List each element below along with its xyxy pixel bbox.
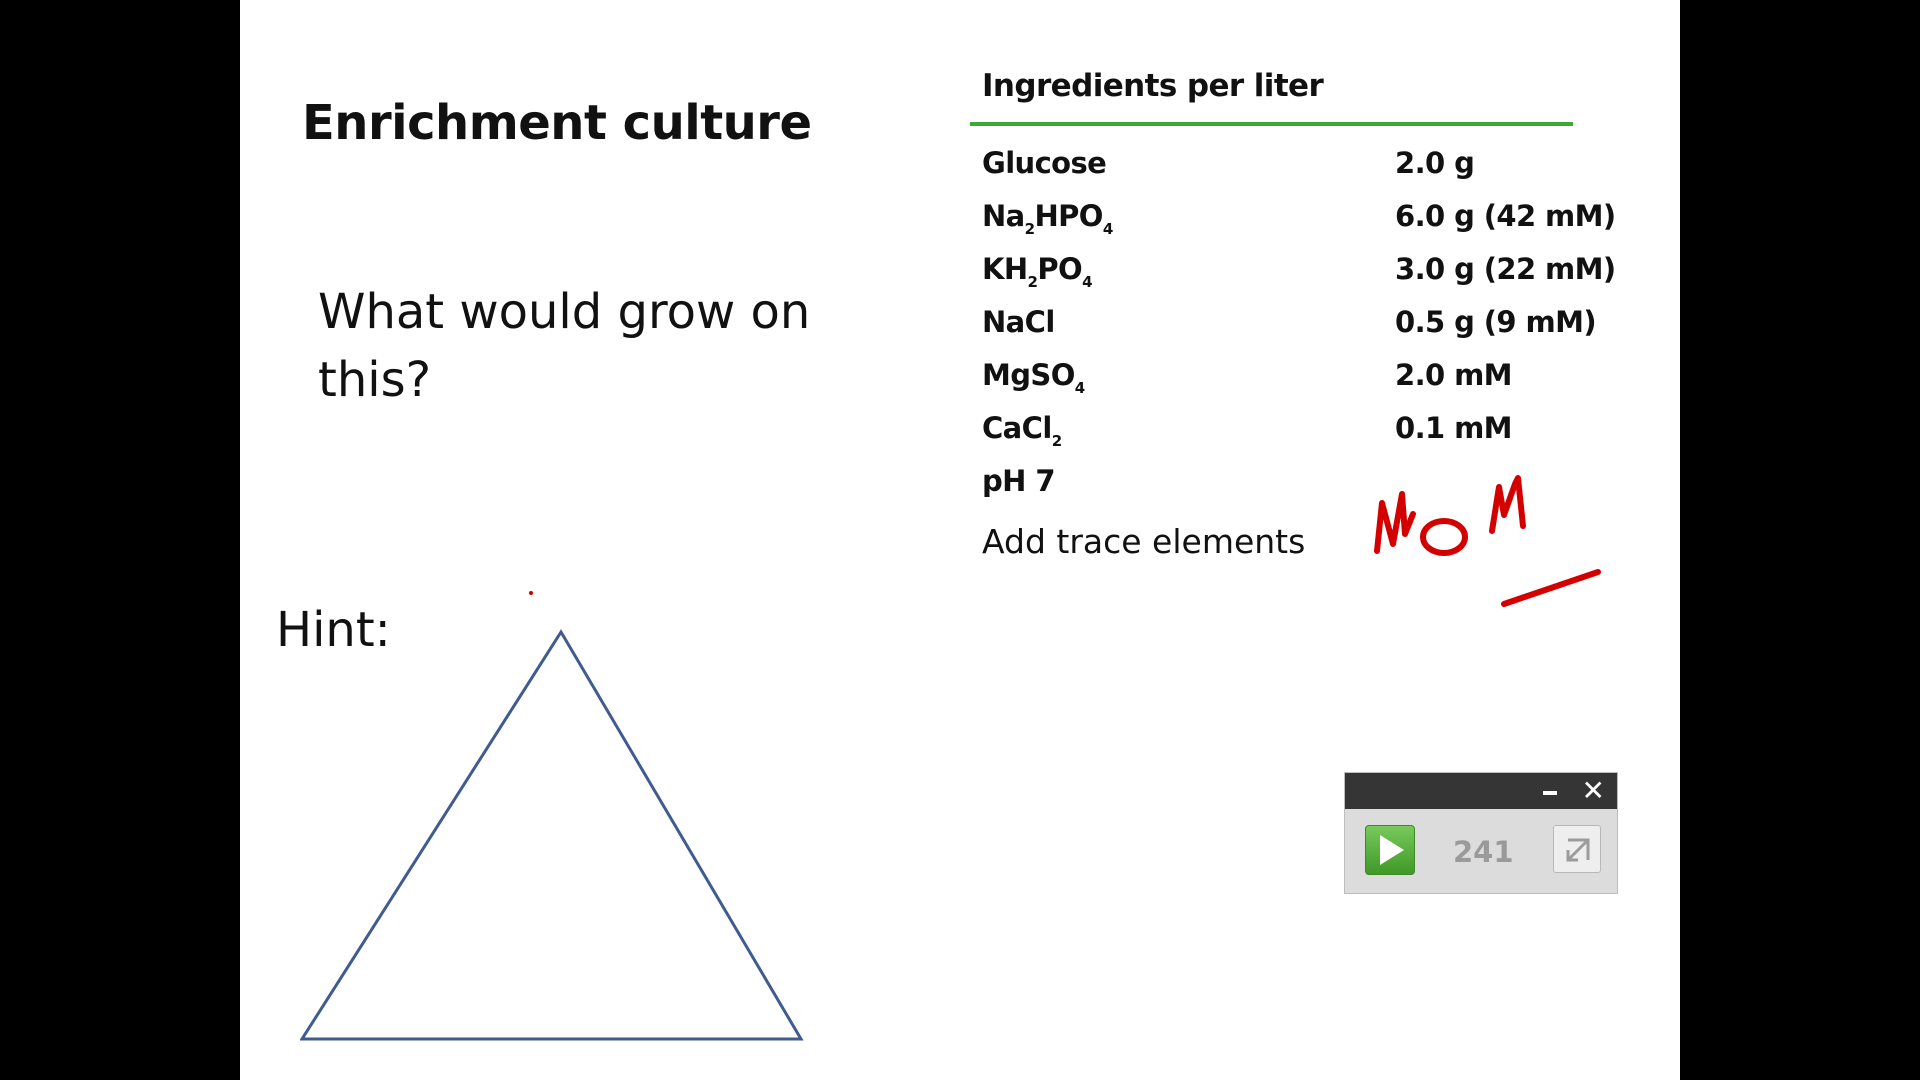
table-row: pH 7	[982, 464, 1622, 514]
slide-title: Enrichment culture	[302, 95, 812, 151]
ingredient-name: NaCl	[982, 305, 1055, 339]
ingredient-name: CaCl2	[982, 411, 1062, 450]
ingredient-name: Glucose	[982, 146, 1107, 180]
handwritten-annotation	[1374, 475, 1601, 607]
ingredient-name: KH2PO4	[982, 252, 1093, 291]
table-rule	[970, 122, 1573, 126]
ingredient-amount: 0.5 g (9 mM)	[1395, 305, 1597, 339]
hint-label: Hint:	[276, 602, 391, 658]
table-header: Ingredients per liter	[982, 68, 1324, 104]
play-icon	[1380, 835, 1404, 865]
play-button[interactable]	[1365, 825, 1415, 875]
ingredient-name: pH 7	[982, 464, 1056, 498]
table-row: MgSO4 2.0 mM	[982, 358, 1622, 408]
table-row: Na2HPO4 6.0 g (42 mM)	[982, 199, 1622, 249]
ingredient-amount: 2.0 g	[1395, 146, 1475, 180]
expand-icon	[1566, 838, 1590, 862]
ingredient-name: Na2HPO4	[982, 199, 1113, 238]
triangle-shape	[300, 629, 804, 1041]
widget-titlebar[interactable]: ✕	[1345, 773, 1617, 809]
ingredient-amount: 3.0 g (22 mM)	[1395, 252, 1616, 286]
table-row: KH2PO4 3.0 g (22 mM)	[982, 252, 1622, 302]
expand-button[interactable]	[1553, 825, 1601, 873]
ingredient-name: MgSO4	[982, 358, 1085, 397]
counter-display: 241	[1453, 835, 1514, 869]
ingredient-amount: 0.1 mM	[1395, 411, 1513, 445]
ink-dot	[529, 591, 533, 595]
ingredient-amount: 6.0 g (42 mM)	[1395, 199, 1616, 233]
close-icon[interactable]: ✕	[1581, 774, 1605, 807]
table-row: NaCl 0.5 g (9 mM)	[982, 305, 1622, 355]
table-row: CaCl2 0.1 mM	[982, 411, 1622, 461]
slide: Enrichment culture What would grow on th…	[240, 0, 1680, 1080]
ingredient-amount: 2.0 mM	[1395, 358, 1513, 392]
recording-widget: ✕ 241	[1344, 772, 1618, 894]
table-row: Glucose 2.0 g	[982, 146, 1622, 196]
slide-question: What would grow on this?	[318, 284, 811, 408]
trace-elements-note: Add trace elements	[982, 522, 1306, 561]
minimize-icon[interactable]	[1543, 791, 1557, 795]
